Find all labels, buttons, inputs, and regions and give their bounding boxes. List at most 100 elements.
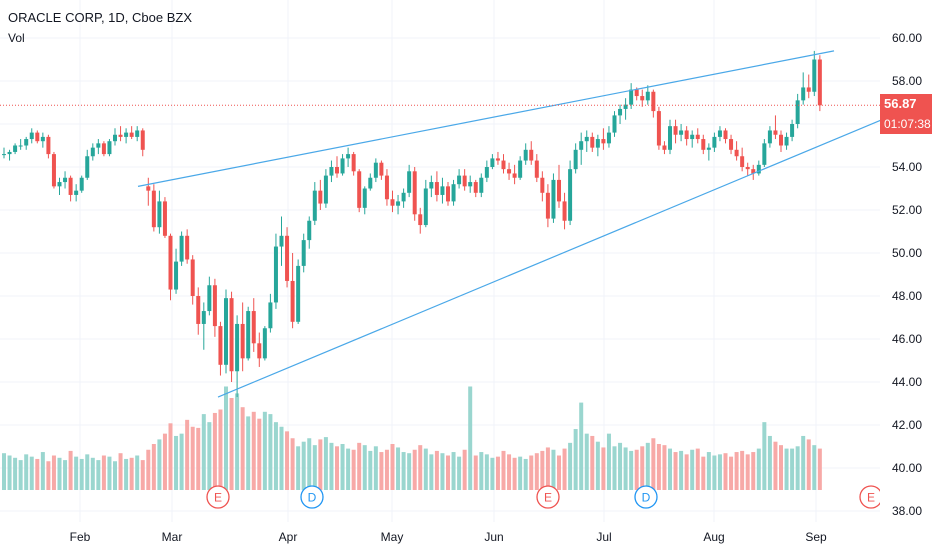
candle-body xyxy=(273,246,278,303)
volume-bar xyxy=(507,454,512,490)
candle-body xyxy=(323,175,328,204)
price-tick-label: 60.00 xyxy=(892,31,922,45)
volume-bar xyxy=(706,452,711,490)
volume-bar xyxy=(662,445,667,490)
candle-body xyxy=(695,134,700,140)
volume-bar xyxy=(373,446,378,490)
candle-body xyxy=(434,182,439,195)
candle-body xyxy=(523,149,528,161)
candle-body xyxy=(362,188,367,208)
volume-bar xyxy=(595,441,600,490)
candle-body xyxy=(96,143,101,148)
candle-body xyxy=(540,177,545,193)
volume-bar xyxy=(168,423,173,490)
volume-bar xyxy=(551,449,556,490)
candle-body xyxy=(401,192,406,202)
candle-body xyxy=(235,323,240,372)
volume-bar xyxy=(307,438,312,490)
volume-bar xyxy=(684,454,689,490)
candle-body xyxy=(734,149,739,157)
volume-bar xyxy=(767,435,772,490)
trendlines[interactable] xyxy=(137,50,883,398)
volume-bar xyxy=(46,461,51,490)
candle-body xyxy=(268,302,273,329)
chart-grid xyxy=(0,0,880,522)
volume-bar xyxy=(562,448,567,490)
volume-bar xyxy=(290,438,295,490)
volume-bar xyxy=(346,448,351,490)
volume-bar xyxy=(812,445,817,490)
volume-bar xyxy=(745,454,750,490)
candle-body xyxy=(618,108,623,116)
candle-body xyxy=(623,104,628,109)
volume-bar xyxy=(545,447,550,490)
candle-body xyxy=(662,145,667,150)
volume-bar xyxy=(113,461,117,490)
candlestick-series xyxy=(2,50,822,398)
volume-bar xyxy=(57,457,62,490)
volume-bar xyxy=(251,411,256,490)
volume-bar xyxy=(568,442,573,490)
candle-body xyxy=(712,136,717,148)
volume-bar xyxy=(146,449,151,490)
volume-bar xyxy=(40,452,45,490)
volume-bar xyxy=(529,455,534,490)
volume-bar xyxy=(262,411,267,490)
candle-body xyxy=(812,59,817,92)
bar-countdown: 01:07:38 xyxy=(884,117,931,132)
price-tick-label: 44.00 xyxy=(892,375,922,389)
candle-body xyxy=(318,190,323,204)
volume-bar xyxy=(340,444,345,490)
volume-bar xyxy=(29,456,34,490)
volume-bar xyxy=(279,426,284,490)
candle-body xyxy=(690,134,695,140)
candle-body xyxy=(529,149,534,161)
candle-body xyxy=(124,132,129,137)
candle-body xyxy=(240,323,245,359)
candle-body xyxy=(301,240,306,266)
candle-body xyxy=(373,162,378,178)
volume-bar xyxy=(679,450,684,490)
candle-body xyxy=(251,311,256,344)
candle-body xyxy=(285,235,290,281)
volume-bar xyxy=(806,439,811,490)
candle-body xyxy=(190,259,195,296)
volume-bar xyxy=(124,458,129,490)
price-tick-label: 40.00 xyxy=(892,461,922,475)
candle-body xyxy=(407,171,412,193)
time-axis[interactable]: Feb Mar Apr May Jun Jul Aug Sep xyxy=(70,530,827,544)
volume-bar xyxy=(573,429,578,490)
candle-body xyxy=(668,126,672,150)
price-tick-label: 50.00 xyxy=(892,246,922,260)
volume-bar xyxy=(434,450,439,490)
volume-bar xyxy=(185,419,190,490)
volume-bar xyxy=(74,456,79,490)
volume-bar xyxy=(457,456,462,490)
candle-body xyxy=(418,214,423,226)
month-label: Mar xyxy=(162,530,183,544)
volume-bar xyxy=(601,447,606,490)
price-axis[interactable]: 60.0058.0056.0054.0052.0050.0048.0046.00… xyxy=(880,0,932,550)
volume-bar xyxy=(368,450,373,490)
volume-bar xyxy=(101,455,106,490)
candle-body xyxy=(440,186,445,195)
candle-body xyxy=(90,147,95,157)
candle-body xyxy=(756,164,761,174)
volume-bar xyxy=(690,449,695,490)
volume-bar xyxy=(63,460,68,490)
volume-bar xyxy=(623,447,628,490)
candle-body xyxy=(767,130,772,144)
volume-bar xyxy=(473,455,478,490)
candle-body xyxy=(590,136,595,148)
volume-bar xyxy=(196,427,201,490)
candle-body xyxy=(384,175,389,200)
volume-bar xyxy=(118,453,123,490)
candle-body xyxy=(606,132,611,144)
candle-body xyxy=(729,139,734,150)
candle-body xyxy=(817,59,822,106)
volume-bar xyxy=(407,453,412,490)
candle-body xyxy=(85,156,90,178)
candle-body xyxy=(468,182,473,187)
